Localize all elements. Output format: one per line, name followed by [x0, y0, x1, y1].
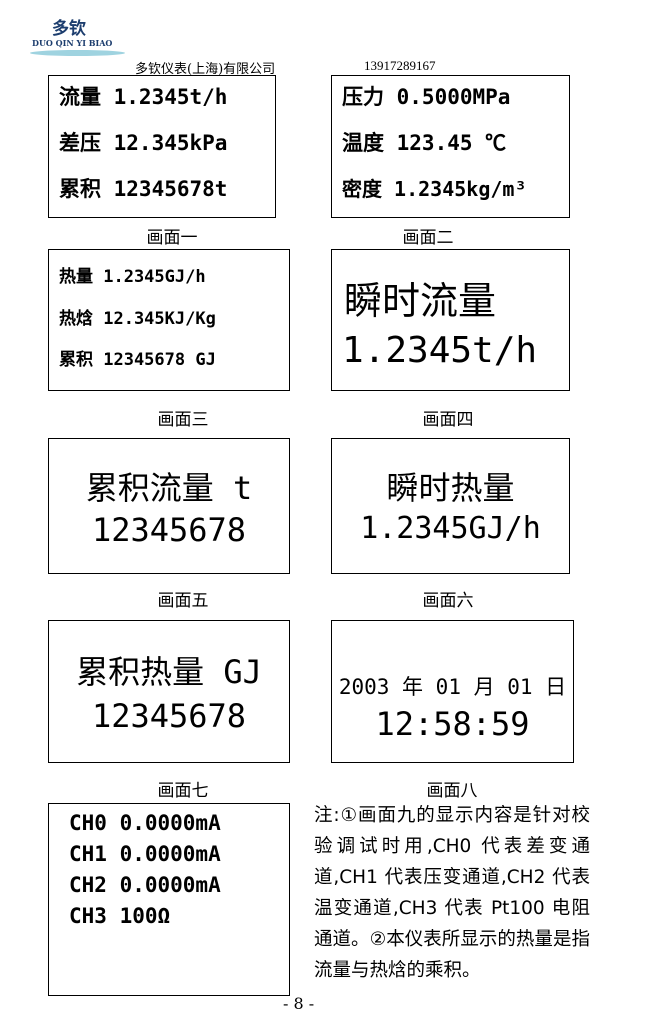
phone-number: 13917289167: [364, 58, 436, 73]
caption-3: 画面三: [157, 410, 209, 430]
caption-8: 画面八: [426, 781, 478, 801]
caption-2: 画面二: [402, 228, 454, 248]
enthalpy-line: 热焓 12.345KJ/Kg: [59, 309, 216, 329]
value-line: 1.2345GJ/h: [360, 511, 541, 546]
caption-6: 画面六: [422, 591, 474, 611]
company-logo: 多钦 DUO QIN YI BIAO: [30, 12, 130, 60]
flow-line: 流量 1.2345t/h: [59, 85, 228, 109]
value-line: 12345678: [91, 511, 247, 549]
title-line: 瞬时热量: [386, 469, 515, 507]
screen-4: 瞬时流量 1.2345t/h: [331, 249, 570, 391]
temperature-line: 温度 123.45 ℃: [342, 131, 507, 155]
screen-3: 热量 1.2345GJ/h 热焓 12.345KJ/Kg 累积 12345678…: [48, 249, 290, 391]
ch0-line: CH0 0.0000mA: [69, 811, 221, 835]
screen-5: 累积流量 t 12345678: [48, 438, 290, 574]
screen-8: 2003 年 01 月 01 日 12:58:59: [331, 620, 574, 763]
total-line: 累积 12345678t: [59, 177, 228, 201]
ch1-line: CH1 0.0000mA: [69, 842, 221, 866]
logo-en: DUO QIN YI BIAO: [32, 38, 113, 48]
title-line: 累积热量 GJ: [76, 653, 262, 691]
title-line: 瞬时流量: [344, 279, 497, 323]
ch2-line: CH2 0.0000mA: [69, 873, 221, 897]
logo-wave: [30, 50, 125, 56]
screen-1: 流量 1.2345t/h 差压 12.345kPa 累积 12345678t: [48, 75, 276, 218]
screen-7: 累积热量 GJ 12345678: [48, 620, 290, 763]
ch3-line: CH3 100Ω: [69, 904, 171, 928]
time-line: 12:58:59: [375, 705, 530, 743]
screen-2: 压力 0.5000MPa 温度 123.45 ℃ 密度 1.2345kg/m³: [331, 75, 570, 218]
screen-9: CH0 0.0000mA CH1 0.0000mA CH2 0.0000mA C…: [48, 803, 290, 996]
pressure-line: 压力 0.5000MPa: [342, 85, 511, 109]
caption-5: 画面五: [157, 591, 209, 611]
total-heat-line: 累积 12345678 GJ: [59, 350, 216, 370]
logo-cn: 多钦: [52, 19, 86, 39]
caption-1: 画面一: [146, 228, 198, 248]
caption-4: 画面四: [422, 410, 474, 430]
diff-pressure-line: 差压 12.345kPa: [59, 131, 228, 155]
density-line: 密度 1.2345kg/m³: [342, 177, 527, 201]
screen-6: 瞬时热量 1.2345GJ/h: [331, 438, 570, 574]
caption-7: 画面七: [157, 781, 209, 801]
title-line: 累积流量 t: [85, 469, 253, 507]
value-line: 12345678: [91, 697, 247, 735]
date-line: 2003 年 01 月 01 日: [338, 675, 567, 699]
company-name: 多钦仪表(上海)有限公司: [135, 62, 276, 77]
value-line: 1.2345t/h: [342, 330, 538, 371]
heat-line: 热量 1.2345GJ/h: [59, 267, 206, 287]
page-number: - 8 -: [283, 994, 315, 1013]
note-text: 注:①画面九的显示内容是针对校验调试时用,CH0 代表差变通道,CH1 代表压变…: [314, 805, 590, 981]
